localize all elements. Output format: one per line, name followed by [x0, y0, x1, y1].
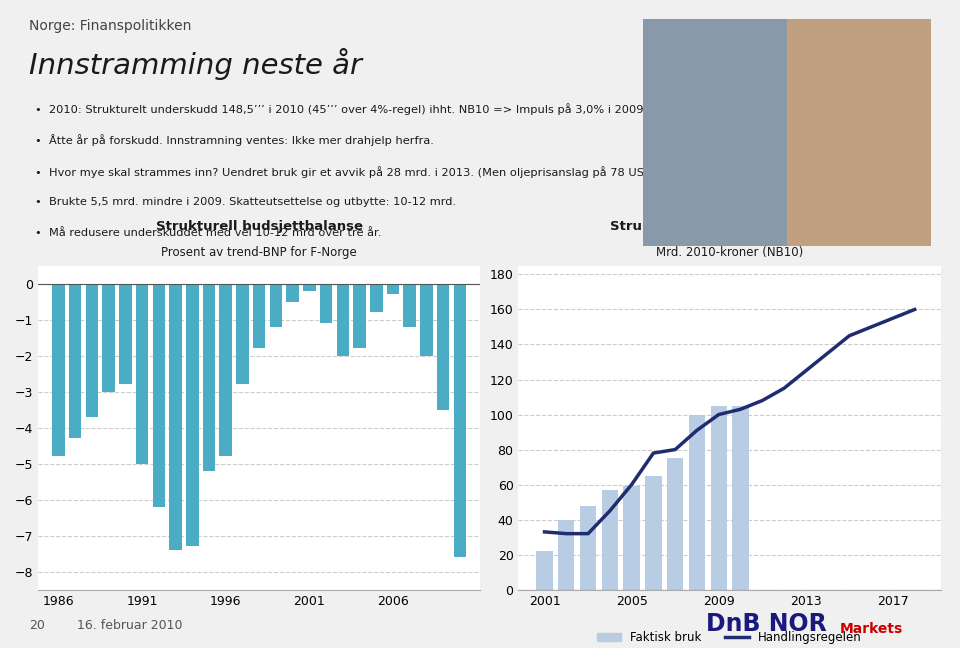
Bar	[286, 284, 299, 302]
Bar	[667, 458, 684, 590]
Text: Norge: Finanspolitikken: Norge: Finanspolitikken	[29, 19, 191, 34]
Text: •  Må redusere underskuddet med vel 10-12 mrd over tre år.: • Må redusere underskuddet med vel 10-12…	[35, 228, 381, 238]
Bar	[337, 284, 349, 356]
Bar	[387, 284, 399, 294]
Bar	[169, 284, 181, 550]
Bar	[558, 520, 574, 590]
Bar	[580, 505, 596, 590]
Bar	[403, 284, 416, 327]
Bar	[710, 406, 727, 590]
Bar	[370, 284, 383, 312]
Bar	[119, 284, 132, 384]
Bar	[537, 551, 553, 590]
Text: •  Hvor mye skal strammes inn? Uendret bruk gir et avvik på 28 mrd. i 2013. (Men: • Hvor mye skal strammes inn? Uendret br…	[35, 166, 715, 178]
Bar	[787, 19, 931, 246]
Text: Mrd. 2010-kroner (NB10): Mrd. 2010-kroner (NB10)	[656, 246, 804, 259]
Bar	[602, 490, 618, 590]
Text: DnB NOR: DnB NOR	[706, 612, 827, 636]
Bar	[135, 284, 149, 464]
Bar	[454, 284, 467, 557]
Bar	[153, 284, 165, 507]
Bar	[69, 284, 82, 439]
Bar	[320, 284, 332, 323]
Bar	[236, 284, 249, 384]
Bar	[420, 284, 433, 356]
Text: Prosent av trend-BNP for F-Norge: Prosent av trend-BNP for F-Norge	[161, 246, 357, 259]
Text: •  Brukte 5,5 mrd. mindre i 2009. Skatteutsettelse og utbytte: 10-12 mrd.: • Brukte 5,5 mrd. mindre i 2009. Skatteu…	[35, 197, 456, 207]
Bar	[623, 487, 639, 590]
Legend: Faktisk bruk, Handlingsregelen: Faktisk bruk, Handlingsregelen	[592, 626, 867, 648]
Bar	[52, 284, 64, 456]
Text: 16. februar 2010: 16. februar 2010	[77, 619, 182, 632]
Bar	[643, 19, 787, 246]
Bar	[103, 284, 115, 391]
Bar	[220, 284, 232, 456]
Bar	[437, 284, 449, 410]
Text: •  Åtte år på forskudd. Innstramning ventes: Ikke mer drahjelp herfra.: • Åtte år på forskudd. Innstramning vent…	[35, 135, 434, 146]
Bar	[645, 476, 661, 590]
Bar	[252, 284, 266, 349]
Bar	[186, 284, 199, 546]
Bar	[203, 284, 215, 471]
Bar	[353, 284, 366, 349]
Bar	[85, 284, 98, 417]
Bar	[732, 406, 749, 590]
Text: Strukturelt budsjettunderskudd: Strukturelt budsjettunderskudd	[610, 220, 850, 233]
Text: 20: 20	[29, 619, 45, 632]
Text: Strukturell budsjettbalanse: Strukturell budsjettbalanse	[156, 220, 363, 233]
Bar	[688, 415, 705, 590]
Bar	[270, 284, 282, 327]
Text: Markets: Markets	[840, 622, 903, 636]
Bar	[303, 284, 316, 291]
Text: Innstramming neste år: Innstramming neste år	[29, 48, 362, 80]
Text: •  2010: Strukturelt underskudd 148,5’’’ i 2010 (45’’’ over 4%-regel) ihht. NB10: • 2010: Strukturelt underskudd 148,5’’’ …	[35, 104, 736, 115]
